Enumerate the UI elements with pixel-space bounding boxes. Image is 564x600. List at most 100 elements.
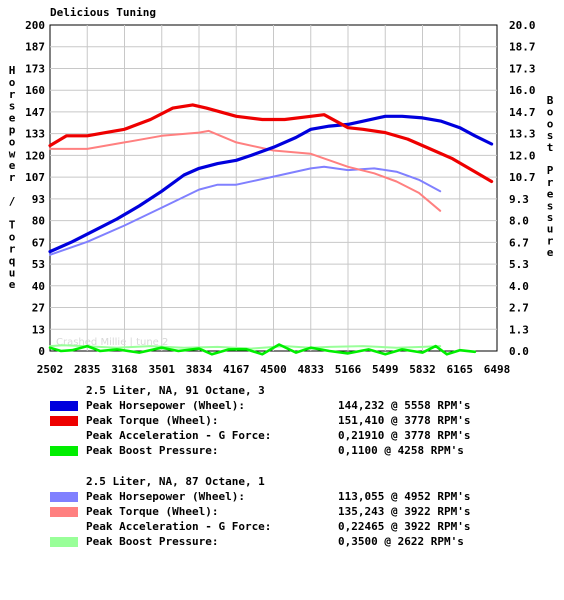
chart-title: Delicious Tuning	[50, 6, 156, 19]
legend-swatch	[50, 492, 78, 502]
y-left-tick-label: 160	[25, 84, 45, 97]
y-right-label-char: e	[547, 246, 554, 259]
legend-value: 144,232 @ 5558 RPM's	[338, 399, 471, 412]
legend-row: Peak Acceleration - G Force: 0,21910 @ 3…	[50, 429, 550, 443]
y-right-label-char: r	[547, 234, 554, 247]
x-tick-label: 4500	[260, 363, 287, 376]
y-left-label-char: /	[9, 195, 16, 208]
y-left-label-char: w	[9, 147, 16, 160]
x-tick-label: 4167	[223, 363, 250, 376]
y-left-label-char: u	[9, 266, 16, 279]
y-right-tick-label: 14.7	[509, 106, 536, 119]
y-left-label-char: e	[9, 159, 16, 172]
legend-label: Peak Acceleration - G Force:	[86, 520, 272, 533]
legend-swatch	[50, 446, 78, 456]
legend-value: 0,1100 @ 4258 RPM's	[338, 444, 464, 457]
legend-label: Peak Torque (Wheel):	[86, 505, 219, 518]
y-right-label-char: s	[547, 199, 554, 212]
y-left-label-char: p	[9, 124, 16, 137]
legend-row: Peak Boost Pressure: 0,3500 @ 2622 RPM's	[50, 535, 550, 549]
y-right-label-char: u	[547, 223, 554, 236]
series-line-run0-peak-torque-wheel	[48, 103, 494, 184]
legend-label: Peak Horsepower (Wheel):	[86, 490, 245, 503]
y-left-label-char: H	[9, 64, 16, 77]
y-right-tick-label: 2.7	[509, 302, 529, 315]
y-left-tick-label: 147	[25, 106, 45, 119]
legend-swatch	[50, 416, 78, 426]
y-right-tick-label: 5.3	[509, 258, 529, 271]
series-line-run1-peak-torque-wheel	[49, 129, 442, 212]
x-tick-label: 6165	[447, 363, 474, 376]
legend-label: Peak Boost Pressure:	[86, 444, 219, 457]
y-left-tick-label: 187	[25, 41, 45, 54]
y-left-label-char: o	[9, 231, 16, 244]
legend-row: Peak Boost Pressure: 0,1100 @ 4258 RPM's	[50, 444, 550, 458]
legend-value: 0,3500 @ 2622 RPM's	[338, 535, 464, 548]
y-right-label-char: r	[547, 176, 554, 189]
y-right-tick-label: 12.0	[509, 149, 536, 162]
x-tick-label: 5166	[335, 363, 362, 376]
legend-swatch	[50, 401, 78, 411]
y-right-label-char: B	[547, 94, 554, 107]
legend-value: 0,21910 @ 3778 RPM's	[338, 429, 471, 442]
legend-label: Peak Boost Pressure:	[86, 535, 219, 548]
y-left-label-char: T	[9, 219, 16, 232]
legend-run-title: 2.5 Liter, NA, 91 Octane, 3	[86, 384, 265, 397]
x-tick-label: 6498	[484, 363, 511, 376]
x-tick-label: 3501	[149, 363, 176, 376]
y-left-tick-label: 200	[25, 19, 45, 32]
legend-swatch	[50, 507, 78, 517]
x-tick-label: 2502	[37, 363, 64, 376]
y-right-label-char: o	[547, 117, 554, 130]
y-right-tick-label: 18.7	[509, 41, 536, 54]
series-line-run1-peak-horsepower-wheel	[49, 165, 442, 256]
y-right-tick-label: 10.7	[509, 171, 536, 184]
y-right-label-char: P	[547, 164, 554, 177]
y-left-tick-label: 40	[32, 280, 45, 293]
y-left-tick-label: 13	[32, 323, 45, 336]
y-right-tick-label: 20.0	[509, 19, 536, 32]
watermark: Crashed Millie | tune 2	[56, 337, 168, 348]
y-right-tick-label: 1.3	[509, 323, 529, 336]
y-left-label-char: s	[9, 100, 16, 113]
legend-row: Peak Torque (Wheel): 151,410 @ 3778 RPM'…	[50, 414, 550, 428]
series-layer	[48, 103, 494, 356]
legend-label: Peak Horsepower (Wheel):	[86, 399, 245, 412]
y-left-label-char: o	[9, 76, 16, 89]
y-left-tick-label: 80	[32, 215, 45, 228]
y-left-tick-label: 133	[25, 128, 45, 141]
legend-value: 135,243 @ 3922 RPM's	[338, 505, 471, 518]
y-left-label-char: e	[9, 112, 16, 125]
legend-row: Peak Torque (Wheel): 135,243 @ 3922 RPM'…	[50, 505, 550, 519]
y-right-label-char: t	[547, 141, 554, 154]
y-right-tick-label: 6.7	[509, 236, 529, 249]
y-axis-left-label: Horsepower/Torque	[9, 64, 16, 291]
y-left-tick-label: 93	[32, 193, 45, 206]
series-line-run0-peak-boost-pressure	[48, 343, 477, 356]
y-left-tick-label: 120	[25, 149, 45, 162]
y-left-label-char: r	[9, 171, 16, 184]
dyno-chart: Delicious Tuning Crashed Millie | tune 2…	[9, 6, 554, 376]
legend-row: Peak Horsepower (Wheel): 113,055 @ 4952 …	[50, 490, 550, 504]
x-tick-label: 3168	[111, 363, 138, 376]
y-left-label-char: r	[9, 243, 16, 256]
x-tick-label: 5499	[372, 363, 399, 376]
y-left-tick-label: 27	[32, 302, 45, 315]
y-axis-left-ticks: 0 13 27 40 53 67 80 93 107 120 133 147 160 173 187 200	[25, 19, 45, 358]
legend-row: Peak Horsepower (Wheel): 144,232 @ 5558 …	[50, 399, 550, 413]
x-tick-label: 3834	[186, 363, 213, 376]
legend-run-title: 2.5 Liter, NA, 87 Octane, 1	[86, 475, 265, 488]
y-right-label-char: s	[547, 129, 554, 142]
legend-swatch	[50, 537, 78, 547]
y-right-tick-label: 8.0	[509, 215, 529, 228]
x-axis-ticks: 2502 2835 3168 3501 3834 4167 4500 4833 5166 5499…	[37, 363, 511, 376]
series-line-run0-peak-horsepower-wheel	[48, 114, 494, 254]
legend-value: 113,055 @ 4952 RPM's	[338, 490, 471, 503]
y-axis-right-ticks: 0.0 1.3 2.7 4.0 5.3 6.7 8.0 9.3 10.7 12.0 13.3 14.7…	[509, 19, 536, 358]
y-left-tick-label: 67	[32, 236, 45, 249]
y-right-label-char: o	[547, 106, 554, 119]
y-right-tick-label: 16.0	[509, 84, 536, 97]
y-left-label-char: q	[9, 254, 16, 267]
legend-value: 151,410 @ 3778 RPM's	[338, 414, 471, 427]
